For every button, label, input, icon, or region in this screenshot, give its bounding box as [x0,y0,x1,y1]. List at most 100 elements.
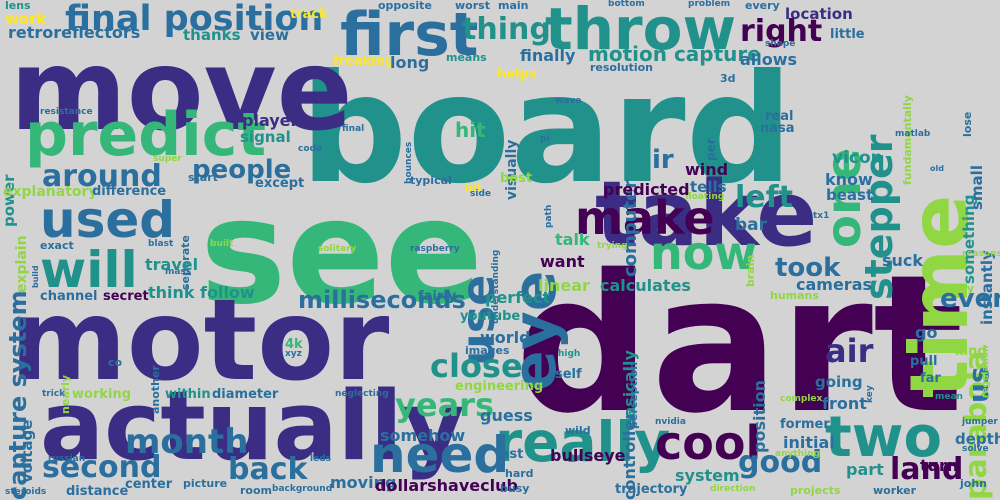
word-projects: projects [790,484,841,497]
word-images: images [465,344,510,357]
word-years: years [395,386,494,424]
word-view: view [250,26,289,44]
word-left: left [735,180,794,215]
word-follow: follow [200,283,255,302]
word-main: main [498,0,529,12]
word-brain: brain [744,254,757,287]
word-need: need [370,426,510,484]
word-xyz: xyz [285,349,302,359]
word-within: within [165,387,211,402]
word-matlab: matlab [895,129,931,139]
word-front: front [822,394,867,413]
word-youtube: youtube [460,309,521,324]
word-working: working [72,387,132,402]
word-air: air [825,332,874,370]
word-bottom: bottom [608,0,645,9]
word-distance: distance [66,484,129,499]
word-explanatory: explanatory [3,184,98,200]
word-dart: dart [515,234,964,455]
word-ir: ir [652,145,674,175]
word-voltage: voltage [18,419,36,483]
word-channel: channel [40,289,98,304]
word-retroreflectors: retroreflectors [8,23,141,42]
word-diameter: diameter [212,387,279,402]
word-fairly: fairly [418,289,457,304]
word-vicon: vicon [832,148,883,168]
word-throw: throw [545,0,737,63]
word-cool: cool [655,416,762,470]
word-two: two [825,405,942,470]
word-background: background [272,484,333,494]
word-floating: floating [685,192,725,202]
word-worst: worst [455,0,490,12]
word-final: final [342,124,365,134]
word-motion-capture: motion capture [588,42,761,66]
word-good: good [738,445,823,480]
word-hard: hard [505,467,534,480]
word-code: code [298,144,323,154]
word-resistance: resistance [40,107,93,117]
word-tx1: tx1 [813,211,830,221]
word-start: start [188,171,218,184]
word-worlds: worlds [480,328,541,347]
word-exact: exact [40,239,74,252]
word-nasa: nasa [760,121,795,136]
word-difference: difference [92,184,167,199]
word-busy: busy [500,482,530,495]
word-reasons: reasons [962,249,1000,259]
word-first: first [340,0,479,70]
word-even: even [940,284,1000,314]
word-self: self [555,367,582,382]
word-signal: signal [240,128,291,146]
word-motor: motor [10,276,390,406]
word-far: far [920,371,941,386]
word-center: center [125,477,173,492]
word-4k: 4k [285,337,303,352]
word-going: going [815,373,863,391]
word-high: high [558,349,581,359]
word-lens: lens [5,0,31,12]
word-wild: wild [565,424,591,437]
word-final-position: final position [65,0,324,39]
word-side: side [470,189,491,199]
word-anything: anything [775,449,820,459]
word-picture: picture [183,477,228,490]
word-shape: shape [765,39,796,49]
word-direction: direction [710,484,756,494]
word-freaking: freaking [333,54,395,69]
word-fundamentally: fundamentally [901,95,914,185]
word-travel: travel [145,255,199,274]
word-back: back [228,452,308,487]
word-lose: lose [961,111,974,137]
word-took: took [775,253,841,283]
word-really: really [495,410,671,474]
word-russian: russian [48,454,86,464]
word-see: see [200,168,483,337]
word-predicted: predicted [603,180,690,199]
word-somehow: somehow [380,426,466,445]
word-problem: problem [688,0,731,9]
word-fast: fast [495,447,524,462]
word-kind: kind [955,344,987,359]
word-leds: leds [310,454,331,464]
word-initial: initial [783,433,835,452]
word-nvidia: nvidia [655,417,686,427]
word-perfect: perfect [485,288,551,307]
word-trajectory: trajectory [615,482,688,497]
word-turn: turn [920,456,959,475]
word-built: built [210,239,234,249]
word-tells: tells [690,178,727,196]
word-predict: predict [25,100,266,170]
word-guess: guess [480,406,533,425]
word-wave: wave [555,96,582,106]
word-neglecting: neglecting [335,389,389,399]
word-want: want [540,252,585,271]
word-people: people [192,155,292,185]
word-part: part [846,460,884,479]
word-location: location [785,5,853,23]
word-engineering: engineering [455,379,544,394]
word-depth: depth [955,430,1000,448]
word-long: long [390,53,430,72]
word-trick: trick [42,389,66,399]
word-except: except [255,176,305,191]
